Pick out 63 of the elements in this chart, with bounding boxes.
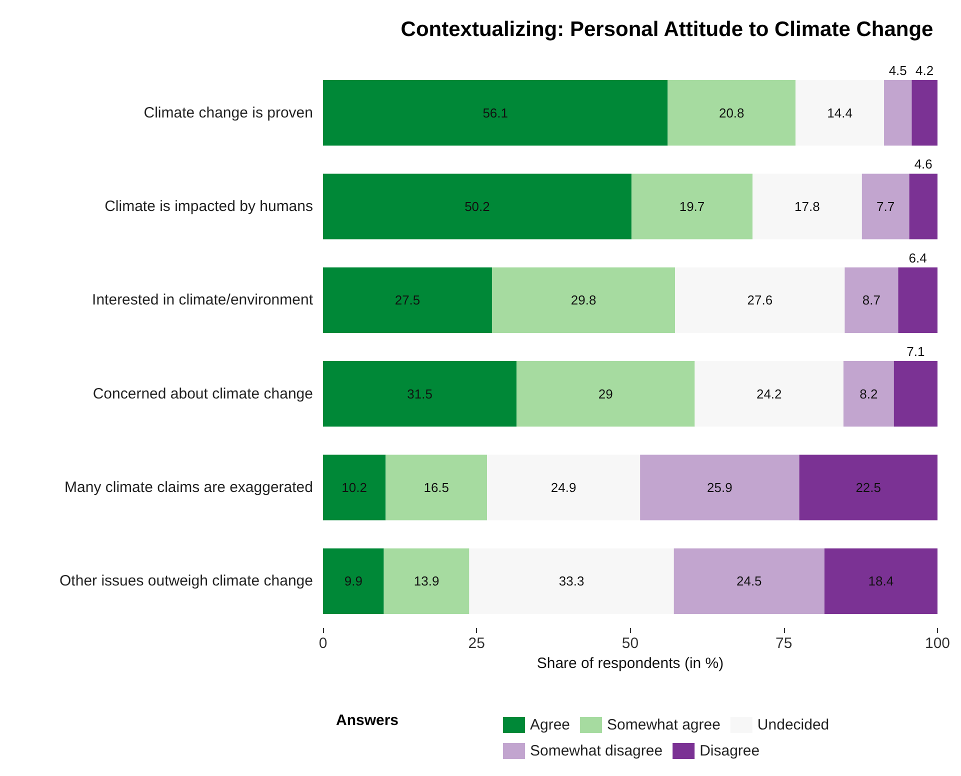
legend-label: Disagree — [700, 742, 760, 760]
data-label: 29.8 — [570, 292, 596, 308]
data-label: 18.4 — [868, 574, 894, 589]
bar — [898, 267, 938, 333]
bar — [323, 174, 632, 240]
bar — [323, 454, 386, 520]
data-label: 27.6 — [747, 292, 773, 308]
data-label: 24.9 — [550, 480, 576, 495]
data-label: 13.9 — [414, 574, 440, 589]
data-label: 7.7 — [876, 199, 895, 214]
y-tick-label: Concerned about climate change — [92, 385, 313, 402]
data-label: 10.2 — [342, 480, 367, 495]
bar — [912, 80, 938, 146]
bar — [909, 174, 938, 240]
data-label: 16.5 — [424, 480, 450, 495]
data-label: 24.5 — [736, 574, 762, 589]
y-tick-label: Many climate claims are exaggerated — [64, 479, 313, 496]
bar — [323, 267, 492, 333]
bar — [824, 548, 938, 614]
data-label: 56.1 — [482, 105, 508, 120]
bar — [323, 361, 517, 427]
legend-label: Somewhat disagree — [530, 742, 663, 760]
x-tick-label: 75 — [776, 635, 792, 652]
data-label: 6.4 — [908, 250, 927, 266]
data-label: 33.3 — [558, 574, 584, 589]
data-label: 31.5 — [407, 386, 432, 402]
bar — [884, 80, 912, 146]
data-label: 14.4 — [827, 105, 852, 120]
chart-title: Contextualizing: Personal Attitude to Climate Change — [400, 18, 934, 41]
data-label: 8.7 — [862, 292, 880, 308]
x-axis-title: Share of respondents (in %) — [536, 655, 724, 672]
legend-label: Somewhat agree — [607, 716, 720, 734]
y-tick-label: Other issues outweigh climate change — [60, 572, 313, 590]
data-label: 20.8 — [718, 105, 744, 120]
legend-title: Answers — [336, 712, 399, 729]
data-label: 25.9 — [706, 480, 732, 495]
bar — [844, 267, 898, 333]
bar — [323, 548, 384, 614]
legend-label: Undecided — [757, 716, 830, 734]
bar — [894, 361, 938, 427]
x-tick-label: 25 — [468, 635, 485, 652]
data-label: 50.2 — [464, 199, 490, 214]
y-tick-label: Climate change is proven — [144, 104, 313, 122]
legend-label: Agree — [530, 716, 570, 734]
bar — [323, 80, 668, 146]
data-label: 17.8 — [794, 199, 820, 214]
data-label: 4.6 — [914, 156, 932, 172]
data-label: 9.9 — [344, 574, 362, 589]
data-label: 29 — [598, 386, 613, 402]
data-label: 27.5 — [394, 292, 420, 308]
x-tick-label: 0 — [318, 635, 328, 652]
data-label: 4.2 — [916, 63, 934, 78]
bar — [799, 454, 938, 520]
data-label: 19.7 — [679, 199, 705, 214]
y-tick-label: Climate is impacted by humans — [104, 198, 313, 215]
data-label: 7.1 — [906, 344, 925, 360]
x-tick-label: 100 — [924, 635, 950, 652]
x-tick-label: 50 — [622, 635, 639, 652]
data-label: 8.2 — [860, 386, 878, 402]
data-label: 4.5 — [888, 63, 907, 78]
y-tick-label: Interested in climate/environment — [92, 292, 314, 309]
data-label: 22.5 — [856, 480, 882, 495]
data-label: 24.2 — [756, 386, 782, 402]
